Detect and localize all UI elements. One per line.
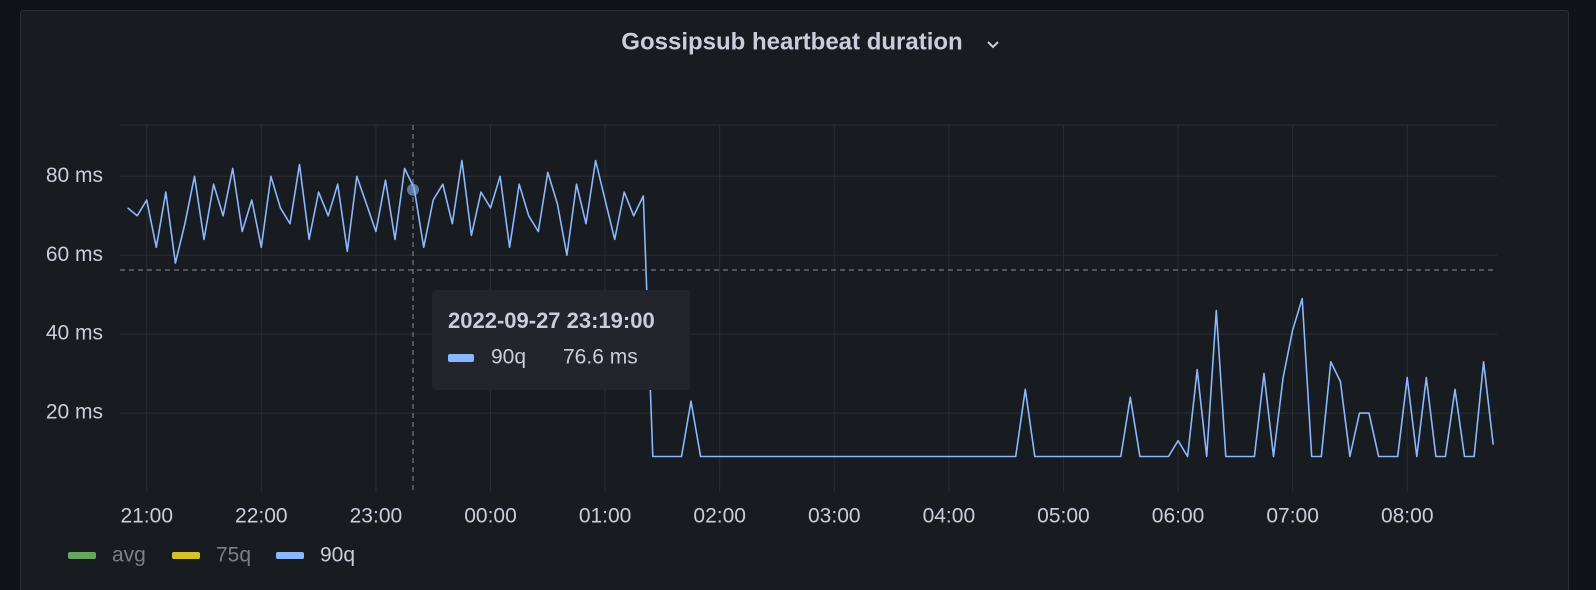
legend-swatch[interactable]	[68, 552, 96, 559]
x-tick-label: 02:00	[693, 505, 746, 528]
tooltip-box	[432, 290, 690, 390]
x-tick-label: 00:00	[464, 505, 517, 528]
legend-label[interactable]: avg	[112, 544, 146, 567]
tooltip-swatch	[448, 354, 474, 362]
tooltip-value: 76.6 ms	[563, 346, 638, 369]
y-tick-label: 60 ms	[46, 243, 103, 266]
title-chevron[interactable]	[987, 41, 999, 49]
tooltip: 2022-09-27 23:19:00 90q 76.6 ms	[432, 290, 690, 390]
x-tick-label: 01:00	[579, 505, 632, 528]
legend-swatch[interactable]	[276, 552, 304, 559]
x-tick-label: 04:00	[923, 505, 976, 528]
tooltip-series: 90q	[491, 346, 526, 369]
x-tick-label: 08:00	[1381, 505, 1434, 528]
x-tick-label: 07:00	[1266, 505, 1319, 528]
series-line	[127, 159, 1494, 458]
tooltip-time: 2022-09-27 23:19:00	[448, 308, 655, 333]
x-tick-label: 03:00	[808, 505, 861, 528]
y-tick-label: 20 ms	[46, 401, 103, 424]
x-tick-label: 23:00	[350, 505, 403, 528]
x-tick-label: 21:00	[120, 505, 173, 528]
legend-label[interactable]: 75q	[216, 544, 251, 567]
grid	[120, 124, 1497, 492]
x-tick-label: 06:00	[1152, 505, 1205, 528]
legend-swatch[interactable]	[172, 552, 200, 559]
x-tick-label: 22:00	[235, 505, 288, 528]
y-tick-label: 80 ms	[46, 164, 103, 187]
x-tick-label: 05:00	[1037, 505, 1090, 528]
y-tick-label: 40 ms	[46, 322, 103, 345]
panel	[20, 10, 1569, 590]
chart-title[interactable]: Gossipsub heartbeat duration	[621, 28, 962, 55]
legend: avg 75q 90q	[68, 544, 355, 567]
legend-label[interactable]: 90q	[320, 544, 355, 567]
